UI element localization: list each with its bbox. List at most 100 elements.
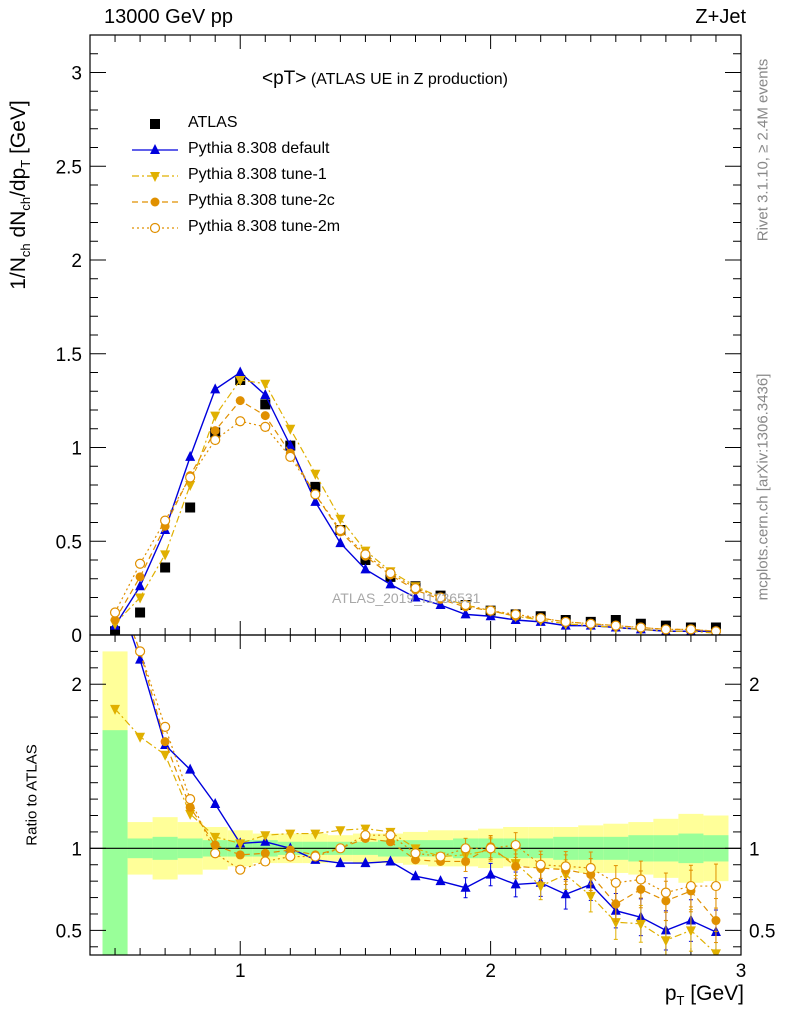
chart-title: <pT> (ATLAS UE in Z production) [262,68,508,90]
ratio-point [711,916,721,926]
legend-label-tune2c: Pythia 8.308 tune-2c [188,192,335,209]
data-point [535,613,546,624]
legend-marker [150,197,160,207]
y-tick-label: 2 [71,251,82,272]
ratio-point [385,855,396,866]
data-point [685,624,697,635]
ratio-point [460,843,471,854]
ratio-point [110,704,121,715]
y-ticks-ratio [90,650,741,948]
legend: ATLAS Pythia 8.308 default Pythia 8.308 … [132,110,392,245]
data-point [360,563,371,574]
ratio-y-tick-label: 2 [71,675,82,696]
ratio-point [360,857,371,868]
data-point [560,616,571,627]
x-tick-label: 1 [235,961,246,982]
data-point [435,592,446,603]
legend-markers [132,119,178,234]
ratio-point [610,918,621,929]
ratio-point [185,809,196,820]
ratio-point [610,877,621,888]
ratio-point [611,899,621,909]
data-point [285,424,296,435]
ratio-point [685,880,697,892]
data-point [135,607,146,618]
x-axis-label: pT [GeV] [664,982,744,1009]
legend-item-atlas [150,119,160,129]
ratio-point [510,878,521,889]
ratio-point [285,829,296,840]
legend-marker [150,172,160,182]
ratio-point [185,794,196,805]
mcplots-label: mcplots.cern.ch [arXiv:1306.3436] [754,373,772,601]
data-point [110,615,120,625]
ratio-point [310,829,321,840]
ratio-point [235,864,246,875]
ratio-series [110,580,722,955]
legend-marker [150,144,160,154]
data-point [160,562,171,573]
legend-item-pythia-8-308-default [132,144,178,154]
ratio-point [360,830,371,841]
legend-label-tune1: Pythia 8.308 tune-1 [188,166,327,183]
data-point [385,578,396,589]
legend-marker [149,222,161,234]
ratio-point [710,949,721,955]
legend-item-pythia-8-308-tune-1 [132,172,178,182]
ratio-point [585,891,596,902]
data-point [260,399,271,410]
y-ticks-main [90,34,741,636]
data-point [210,411,221,422]
ratio-point [660,936,671,947]
data-point [210,434,221,446]
x-tick-label: 2 [485,961,496,982]
data-point [210,383,221,394]
ratio-point [260,831,271,842]
ratio-point [410,870,421,881]
data-point [135,580,146,591]
ratio-point [435,851,446,862]
ratio-y-tick-label-right: 0.5 [749,921,775,942]
ratio-point [210,798,221,809]
legend-label-default: Pythia 8.308 default [188,140,330,157]
data-point [185,450,196,461]
data-point [185,481,196,491]
legend-marker [150,119,160,129]
ratio-point [235,839,246,850]
data-point [310,481,321,492]
ratio-point [660,887,671,898]
ratio-point [110,580,120,590]
chart-title-main: <pT> [262,68,307,89]
ratio-point [410,848,421,859]
process-label: Z+Jet [695,6,746,28]
data-point [235,366,246,377]
ratio-point [535,882,546,893]
data-point [260,421,271,432]
y-tick-label: 1 [71,439,82,460]
data-point [285,451,296,462]
y-tick-label: 2.5 [56,157,82,178]
data-point [285,439,296,450]
data-point [310,469,321,480]
ratio-point [210,840,220,850]
data-point [385,568,396,579]
band-bin [102,730,128,955]
y-tick-label: 0.5 [56,532,82,553]
ratio-point [511,861,521,871]
ratio-y-tick-label: 0.5 [56,921,82,942]
ratio-point [235,850,245,860]
ratio-point [635,919,646,930]
data-point [235,396,245,406]
data-point [335,537,346,548]
ratio-point [485,868,496,879]
band-total-uncertainty [102,651,729,955]
data-point [635,622,646,633]
ratio-series-pythia-8-308-tune-2m [133,635,722,913]
x-tick-label: 3 [736,961,747,982]
ratio-point [485,843,496,854]
energy-label: 13000 GeV pp [104,6,233,28]
y-tick-label: 3 [71,64,82,85]
data-point [585,618,596,629]
legend-label-atlas: ATLAS [188,114,238,131]
